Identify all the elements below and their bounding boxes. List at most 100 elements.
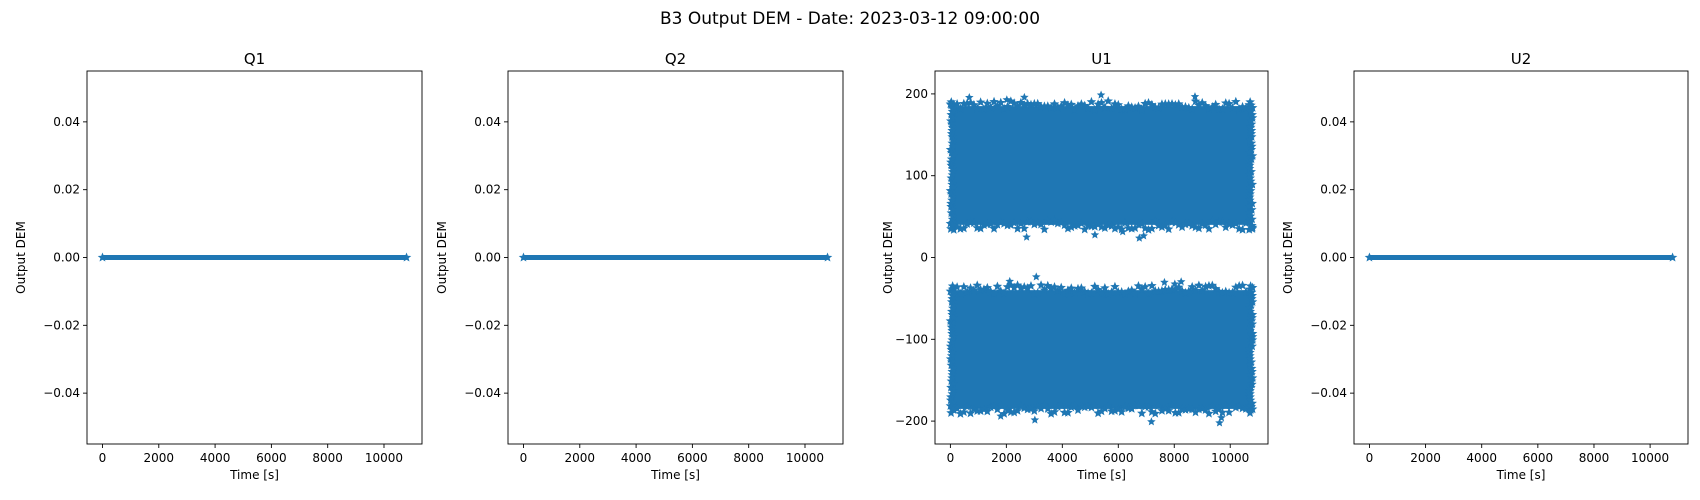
x-tick-label: 6000 [256,451,287,465]
point-marker [947,309,957,319]
point-marker [959,98,969,108]
point-marker [946,208,957,218]
point-marker-outlier [1020,92,1029,101]
point-marker [1197,285,1207,295]
point-marker [1204,223,1214,233]
point-marker [1234,281,1244,291]
point-marker [1214,404,1224,414]
point-marker [1227,287,1238,297]
point-marker [1140,281,1150,291]
point-marker [1049,282,1060,292]
y-tick-label: 0.04 [474,115,501,129]
point-marker [999,408,1009,418]
point-marker [1204,103,1214,113]
point-marker [1053,218,1063,228]
x-tick-label: 2000 [565,451,596,465]
point-marker [945,144,956,154]
point-marker-outlier [1118,227,1127,236]
point-marker [947,401,957,411]
point-marker-outlier [996,411,1005,420]
point-marker [1069,104,1080,114]
point-marker [945,218,956,228]
point-marker [979,284,989,294]
point-marker [959,407,969,417]
point-marker [1247,112,1258,122]
point-marker-outlier [1215,418,1224,427]
point-marker [1133,101,1144,111]
point-marker [1100,223,1110,233]
point-marker-outlier [1170,279,1180,288]
point-marker [1073,220,1083,230]
point-marker [1059,220,1070,230]
point-marker [1076,400,1087,410]
point-marker [1163,99,1174,109]
subplot-title: U2 [1511,50,1532,68]
point-marker [1150,408,1160,418]
scatter-series [945,90,1258,427]
point-marker [975,284,986,294]
point-marker [955,103,966,113]
y-tick-label: −200 [895,414,928,428]
point-marker [1009,282,1019,292]
point-marker [1143,401,1154,411]
point-marker [1241,403,1251,413]
point-marker [947,192,958,202]
point-marker [1231,96,1241,106]
point-marker [1106,103,1117,113]
point-marker-outlier [1030,415,1040,424]
point-marker [945,316,956,326]
x-tick-label: 2000 [144,451,175,465]
point-marker [948,224,959,234]
point-marker [1194,100,1204,110]
point-marker [518,252,529,262]
point-marker [992,404,1003,414]
scatter-series [518,252,833,262]
point-marker [1039,400,1050,410]
point-marker [946,350,957,360]
point-marker [999,103,1009,113]
point-marker [1093,408,1103,418]
point-marker [1002,101,1013,111]
point-marker [1157,99,1167,109]
x-axis-label: Time [s] [229,468,279,482]
point-marker [1093,284,1103,294]
point-marker [1046,102,1056,112]
point-marker [1049,99,1060,109]
point-marker [1245,135,1255,145]
point-marker [1163,405,1174,415]
point-marker [1116,406,1127,416]
point-marker [1130,102,1140,113]
point-marker [1120,104,1130,114]
point-marker [1237,280,1248,290]
point-marker [972,280,983,290]
point-marker [1063,407,1073,417]
point-marker [1245,176,1256,186]
x-tick-label: 0 [99,451,107,465]
point-marker [969,404,979,414]
point-marker [1246,338,1257,348]
point-marker [1053,102,1063,112]
point-marker-outlier [965,92,974,102]
point-marker [1197,97,1207,107]
points-band [1369,255,1673,260]
point-marker [1076,283,1087,293]
point-marker [1245,407,1255,417]
point-marker [1093,219,1103,229]
y-tick-label: −0.04 [1310,386,1347,400]
point-marker [999,218,1009,228]
point-marker [945,185,956,195]
point-marker [947,106,958,116]
point-marker [1053,285,1063,295]
point-marker [982,98,993,108]
point-marker [1170,284,1181,294]
point-marker [1049,215,1060,225]
point-marker [1066,99,1077,109]
point-marker [1103,401,1113,411]
point-marker [1163,224,1174,234]
point-marker [946,223,956,233]
point-marker [959,223,969,233]
point-marker [1157,405,1167,415]
point-marker [1079,402,1090,412]
point-marker [1245,147,1255,157]
point-marker [1220,286,1231,296]
